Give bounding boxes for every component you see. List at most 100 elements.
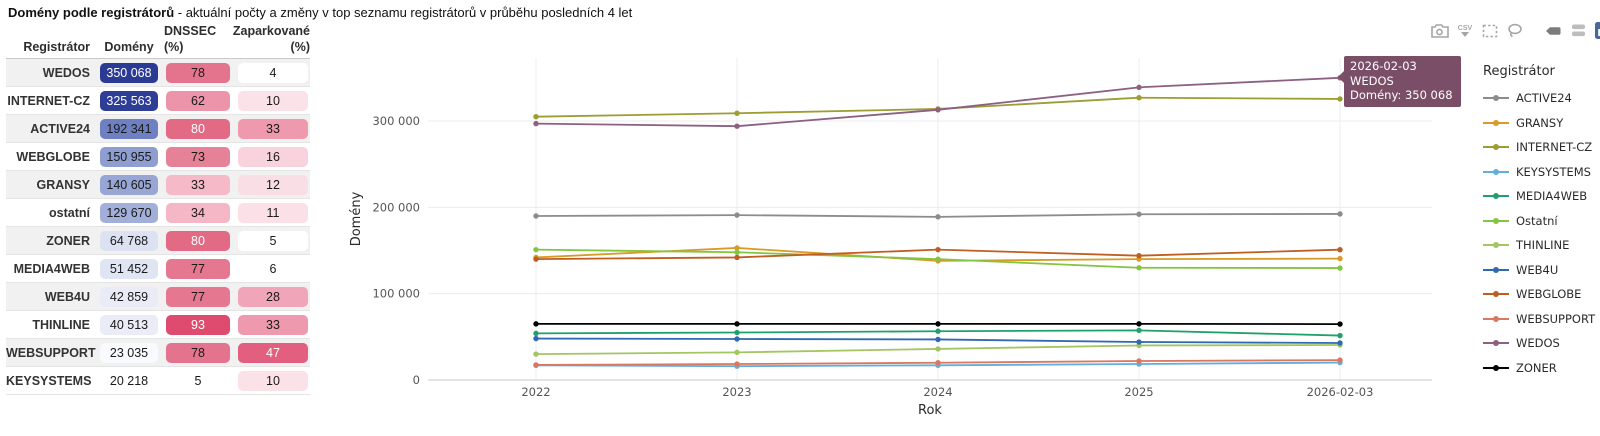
y-tick-label: 200 000	[372, 200, 420, 214]
legend-marker-icon	[1483, 217, 1509, 224]
table-row[interactable]: KEYSYSTEMS 20 218 5 10	[6, 367, 310, 396]
header-parked: Zaparkované (%)	[232, 24, 310, 54]
parked-badge: 12	[238, 174, 308, 195]
registrar-name: WEB4U	[44, 289, 90, 304]
data-point	[1337, 321, 1343, 327]
domains-badge: 129 670	[100, 202, 158, 223]
table-row[interactable]: ostatní 129 670 34 11	[6, 199, 310, 228]
dnssec-badge: 5	[194, 373, 202, 388]
domains-badge: 325 563	[100, 90, 158, 111]
parked-badge: 4	[238, 62, 308, 83]
legend-item[interactable]: Ostatní	[1483, 209, 1595, 234]
table-row[interactable]: MEDIA4WEB 51 452 77 6	[6, 255, 310, 284]
dnssec-badge: 33	[166, 174, 230, 195]
registrar-name: WEBGLOBE	[16, 149, 90, 164]
legend-items: ACTIVE24 GRANSY INTERNET-CZ KEYSYSTEMS MEDIA…	[1483, 86, 1595, 380]
legend-marker-icon	[1483, 95, 1509, 102]
table-row[interactable]: WEBGLOBE 150 955 73 16	[6, 143, 310, 172]
x-tick-label: 2025	[1124, 385, 1153, 399]
legend-item[interactable]: KEYSYSTEMS	[1483, 160, 1595, 185]
table-row[interactable]: GRANSY 140 605 33 12	[6, 171, 310, 200]
legend-item-label: WEBGLOBE	[1516, 287, 1582, 302]
data-point	[734, 110, 740, 116]
dnssec-badge: 80	[166, 118, 230, 139]
parked-badge: 33	[238, 314, 308, 335]
legend-item-label: ZONER	[1516, 360, 1557, 375]
parked-badge: 33	[238, 118, 308, 139]
domains-badge: 51 452	[100, 258, 158, 279]
legend-item-label: WEB4U	[1516, 262, 1559, 277]
parked-badge: 47	[238, 342, 308, 363]
registrar-name: INTERNET-CZ	[7, 93, 90, 108]
parked-badge: 16	[238, 146, 308, 167]
x-tick-label: 2024	[923, 385, 952, 399]
hover-closest-icon[interactable]	[1543, 22, 1563, 39]
data-point	[935, 328, 941, 334]
lasso-select-icon[interactable]	[1505, 22, 1525, 39]
legend-item[interactable]: ZONER	[1483, 356, 1595, 381]
legend-item[interactable]: MEDIA4WEB	[1483, 184, 1595, 209]
data-point	[1337, 340, 1343, 346]
data-point	[935, 107, 941, 113]
header-domains: Domény	[104, 39, 154, 54]
header-dnssec: DNSSEC (%)	[164, 24, 217, 54]
chart-tooltip: 2026-02-03 WEDOS Domény: 350 068	[1338, 56, 1461, 108]
registrar-name: MEDIA4WEB	[13, 261, 90, 276]
legend-item[interactable]: INTERNET-CZ	[1483, 135, 1595, 160]
data-point	[734, 249, 740, 255]
legend-marker-icon	[1483, 315, 1509, 322]
chart-legend: Registrátor ACTIVE24 GRANSY INTERNET-CZ KEY…	[1483, 64, 1595, 380]
registrar-name: ACTIVE24	[30, 121, 90, 136]
legend-item[interactable]: WEBSUPPORT	[1483, 307, 1595, 332]
domains-badge: 42 859	[100, 286, 158, 307]
camera-icon[interactable]	[1430, 22, 1450, 39]
data-point	[734, 254, 740, 261]
legend-item-label: WEBSUPPORT	[1516, 311, 1596, 326]
legend-marker-icon	[1483, 144, 1509, 151]
csv-download-icon[interactable]: CSV	[1455, 22, 1475, 39]
plotly-logo-icon[interactable]	[1593, 22, 1600, 39]
data-point	[734, 361, 740, 367]
table-row[interactable]: WEDOS 350 068 78 4	[6, 59, 310, 88]
data-point	[1136, 211, 1142, 217]
table-row[interactable]: WEB4U 42 859 77 28	[6, 283, 310, 312]
table-row[interactable]: THINLINE 40 513 93 33	[6, 311, 310, 340]
table-row[interactable]: ACTIVE24 192 341 80 33	[6, 115, 310, 144]
legend-title: Registrátor	[1483, 64, 1555, 79]
data-point	[1337, 246, 1343, 253]
legend-item-label: Ostatní	[1516, 213, 1558, 228]
dnssec-badge: 73	[166, 146, 230, 167]
table-row[interactable]: INTERNET-CZ 325 563 62 10	[6, 87, 310, 116]
x-tick-label: 2022	[521, 385, 550, 399]
legend-item[interactable]: WEDOS	[1483, 331, 1595, 356]
box-select-icon[interactable]	[1480, 22, 1500, 39]
table-row[interactable]: ZONER 64 768 80 5	[6, 227, 310, 256]
legend-marker-icon	[1483, 193, 1509, 200]
dnssec-badge: 34	[166, 202, 230, 223]
legend-item-label: THINLINE	[1516, 238, 1570, 253]
hover-compare-icon[interactable]	[1568, 22, 1588, 39]
svg-text:CSV: CSV	[1458, 25, 1473, 32]
data-point	[1337, 255, 1343, 262]
chart-toolbar: CSV	[1430, 22, 1600, 39]
table-row[interactable]: WEBSUPPORT 23 035 78 47	[6, 339, 310, 368]
legend-item[interactable]: GRANSY	[1483, 111, 1595, 136]
dnssec-badge: 78	[166, 62, 230, 83]
legend-item-label: MEDIA4WEB	[1516, 189, 1588, 204]
page-title-rest: - aktuální počty a změny v top seznamu r…	[174, 5, 633, 20]
registrar-table: Registrátor Domény DNSSEC (%) Zaparkovan…	[6, 24, 310, 396]
legend-item[interactable]: WEB4U	[1483, 258, 1595, 283]
legend-item[interactable]: WEBGLOBE	[1483, 282, 1595, 307]
tooltip-series-name: WEDOS	[1350, 73, 1394, 88]
domains-line-chart[interactable]: 2022 2023 2024 2025 2026-02-03 0 100 000 200 00…	[330, 0, 1480, 436]
legend-item-label: ACTIVE24	[1516, 91, 1572, 106]
data-point	[533, 213, 539, 219]
data-point	[734, 123, 740, 129]
data-point	[1337, 265, 1343, 271]
data-point	[935, 321, 941, 327]
dnssec-badge: 77	[166, 258, 230, 279]
legend-item[interactable]: ACTIVE24	[1483, 86, 1595, 111]
header-registrar: Registrátor	[23, 39, 90, 54]
legend-item[interactable]: THINLINE	[1483, 233, 1595, 258]
legend-marker-icon	[1483, 242, 1509, 249]
